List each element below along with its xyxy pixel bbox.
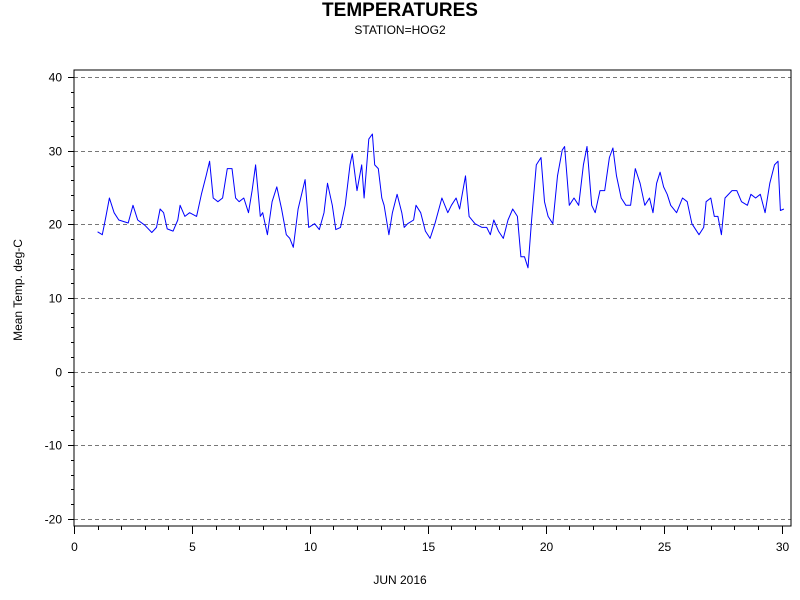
y-tick-label: 30 — [49, 145, 63, 159]
series-line — [97, 133, 785, 269]
tick-layer: -20 -10 0 10 20 30 40 0 5 10 15 20 25 30 — [45, 71, 790, 555]
x-tick-label: 10 — [304, 540, 318, 554]
chart-subtitle: STATION=HOG2 — [354, 23, 446, 37]
series-layer — [97, 133, 785, 269]
x-tick-label: 30 — [776, 540, 790, 554]
chart-title: TEMPERATURES — [322, 0, 478, 21]
plot-frame — [73, 69, 792, 527]
x-tick-label: 5 — [189, 540, 196, 554]
x-tick-label: 0 — [71, 540, 78, 554]
y-tick-label: 40 — [49, 71, 63, 85]
grid-layer — [74, 77, 791, 520]
y-tick-label: 20 — [49, 218, 63, 232]
y-tick-label: 0 — [55, 366, 62, 380]
x-tick-label: 20 — [540, 540, 554, 554]
x-axis-label: JUN 2016 — [373, 573, 427, 587]
y-tick-label: -10 — [45, 439, 63, 453]
y-tick-label: -20 — [45, 513, 63, 527]
x-tick-label: 25 — [658, 540, 672, 554]
x-tick-label: 15 — [422, 540, 436, 554]
y-tick-label: 10 — [49, 292, 63, 306]
